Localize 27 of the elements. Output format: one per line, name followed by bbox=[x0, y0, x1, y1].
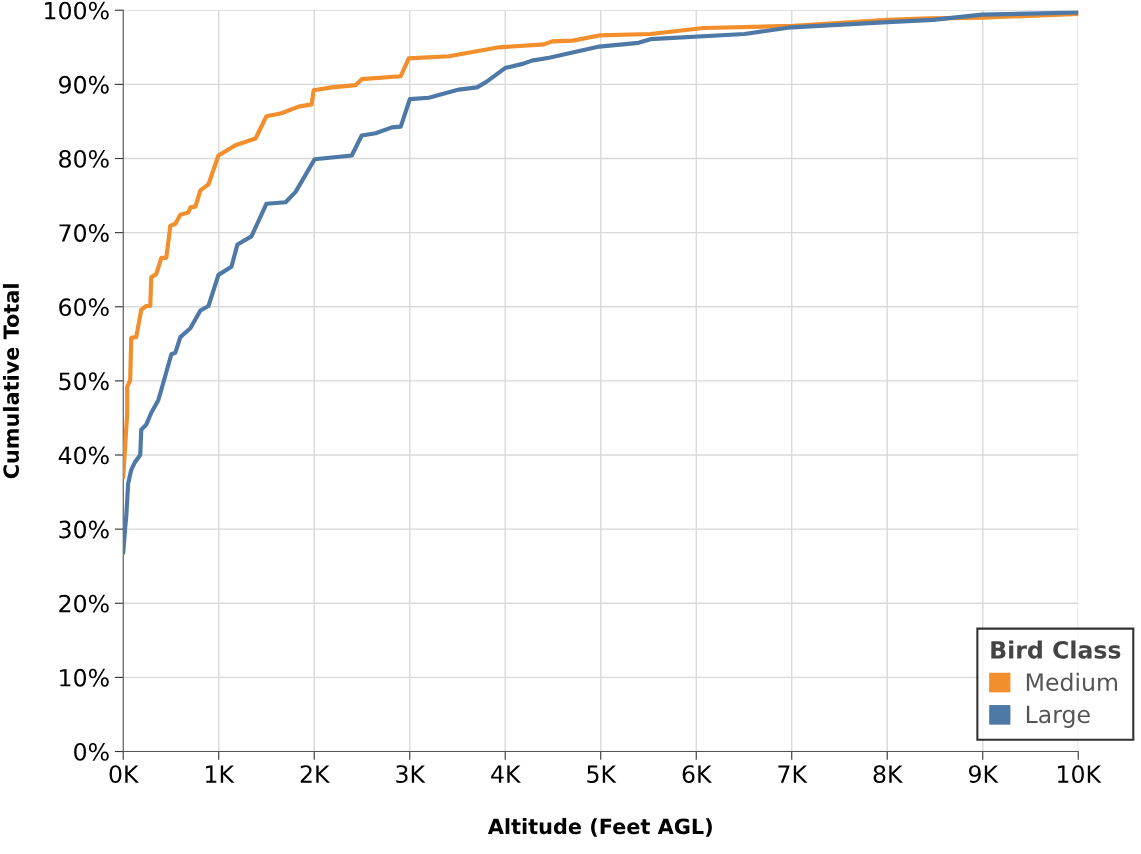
x-tick-label: 7K bbox=[778, 765, 808, 783]
x-tick-label: 0K bbox=[109, 765, 139, 783]
y-tick-label: 40% bbox=[58, 446, 109, 465]
y-tick-label: 60% bbox=[59, 298, 109, 317]
y-tick-label: 90% bbox=[59, 75, 109, 94]
y-tick-label: 70% bbox=[59, 224, 109, 242]
y-tick-label: 20% bbox=[59, 594, 109, 613]
y-tick-label: 0% bbox=[74, 742, 109, 761]
y-tick-label: 50% bbox=[59, 372, 109, 391]
x-tick-label: 1K bbox=[206, 765, 235, 783]
x-tick-label: 5K bbox=[587, 765, 617, 783]
x-tick-label: 3K bbox=[396, 765, 426, 783]
y-tick-label: 10% bbox=[60, 668, 109, 687]
x-tick-label: 9K bbox=[968, 765, 999, 783]
y-tick-label: 100% bbox=[45, 1, 109, 20]
x-tick-label: 10K bbox=[1058, 765, 1102, 783]
y-tick-label: 30% bbox=[59, 520, 109, 539]
x-tick-label: 6K bbox=[682, 765, 712, 783]
legend-title: Bird Class bbox=[991, 640, 1121, 659]
x-tick-label: 8K bbox=[873, 765, 903, 783]
y-axis-title: Cumulative Total bbox=[2, 284, 20, 479]
x-tick-label: 4K bbox=[491, 765, 521, 783]
x-axis-title: Altitude (Feet AGL) bbox=[487, 818, 712, 837]
y-tick-label: 80% bbox=[59, 149, 109, 168]
legend-label: Medium bbox=[1026, 672, 1117, 692]
x-tick-label: 2K bbox=[300, 765, 330, 783]
legend-label: Large bbox=[1026, 705, 1090, 728]
